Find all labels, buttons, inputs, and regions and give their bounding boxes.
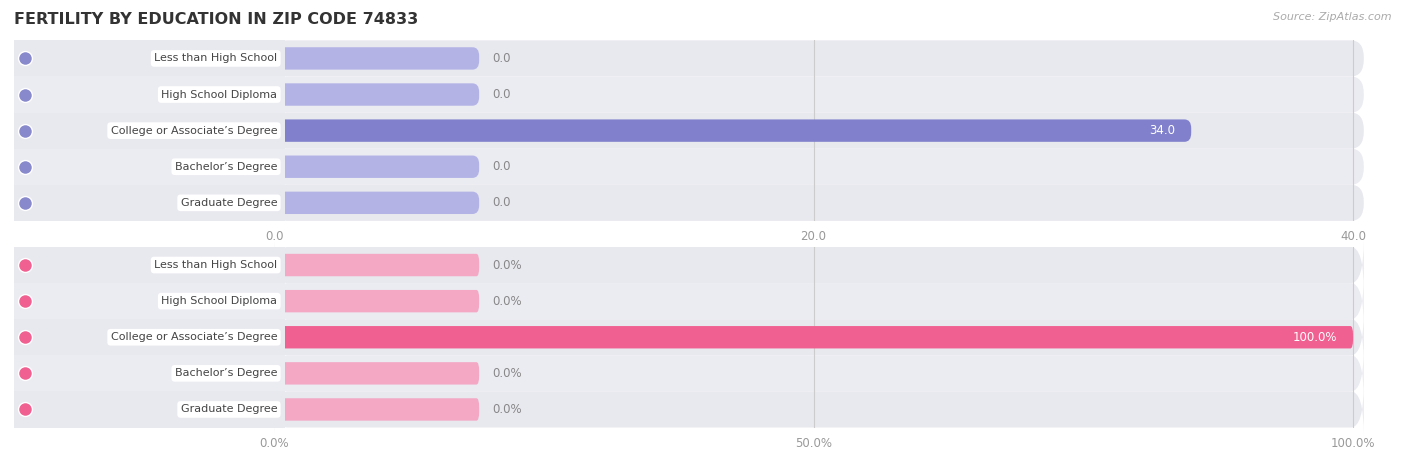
Text: Bachelor’s Degree: Bachelor’s Degree bbox=[174, 368, 277, 379]
Text: College or Associate’s Degree: College or Associate’s Degree bbox=[111, 332, 277, 342]
FancyBboxPatch shape bbox=[274, 113, 1364, 149]
Text: 0.0: 0.0 bbox=[492, 88, 510, 101]
FancyBboxPatch shape bbox=[274, 290, 479, 313]
FancyBboxPatch shape bbox=[274, 191, 479, 214]
Text: 0.0: 0.0 bbox=[492, 196, 510, 209]
Text: Less than High School: Less than High School bbox=[155, 260, 277, 270]
FancyBboxPatch shape bbox=[274, 119, 1191, 142]
Text: 0.0: 0.0 bbox=[492, 160, 510, 173]
Text: 0.0: 0.0 bbox=[492, 52, 510, 65]
Text: Graduate Degree: Graduate Degree bbox=[180, 404, 277, 415]
FancyBboxPatch shape bbox=[274, 276, 1364, 327]
FancyBboxPatch shape bbox=[274, 40, 1364, 76]
Text: 100.0%: 100.0% bbox=[1292, 331, 1337, 344]
Text: High School Diploma: High School Diploma bbox=[162, 296, 277, 306]
FancyBboxPatch shape bbox=[274, 362, 479, 385]
Bar bbox=[0, 149, 422, 185]
Bar bbox=[0, 391, 422, 428]
FancyBboxPatch shape bbox=[274, 76, 1364, 113]
FancyBboxPatch shape bbox=[274, 398, 479, 421]
Bar bbox=[0, 185, 422, 221]
FancyBboxPatch shape bbox=[274, 149, 1364, 185]
FancyBboxPatch shape bbox=[274, 312, 1364, 363]
Text: 0.0%: 0.0% bbox=[492, 367, 522, 380]
Bar bbox=[0, 319, 422, 355]
Bar bbox=[0, 283, 422, 319]
Text: Less than High School: Less than High School bbox=[155, 53, 277, 64]
Text: 0.0%: 0.0% bbox=[492, 403, 522, 416]
FancyBboxPatch shape bbox=[274, 348, 1364, 399]
Text: High School Diploma: High School Diploma bbox=[162, 89, 277, 100]
Bar bbox=[0, 76, 422, 113]
Text: Bachelor’s Degree: Bachelor’s Degree bbox=[174, 162, 277, 172]
Bar bbox=[0, 355, 422, 391]
FancyBboxPatch shape bbox=[274, 254, 479, 276]
FancyBboxPatch shape bbox=[274, 185, 1364, 221]
FancyBboxPatch shape bbox=[274, 326, 1353, 349]
Bar bbox=[0, 113, 422, 149]
Text: Source: ZipAtlas.com: Source: ZipAtlas.com bbox=[1274, 12, 1392, 22]
FancyBboxPatch shape bbox=[274, 47, 479, 70]
Text: College or Associate’s Degree: College or Associate’s Degree bbox=[111, 125, 277, 136]
FancyBboxPatch shape bbox=[274, 83, 479, 106]
Bar bbox=[0, 40, 422, 76]
Text: 34.0: 34.0 bbox=[1149, 124, 1175, 137]
Text: FERTILITY BY EDUCATION IN ZIP CODE 74833: FERTILITY BY EDUCATION IN ZIP CODE 74833 bbox=[14, 12, 419, 27]
Bar bbox=[0, 247, 422, 283]
Text: Graduate Degree: Graduate Degree bbox=[180, 198, 277, 208]
FancyBboxPatch shape bbox=[274, 155, 479, 178]
Text: 0.0%: 0.0% bbox=[492, 258, 522, 272]
Text: 0.0%: 0.0% bbox=[492, 294, 522, 308]
FancyBboxPatch shape bbox=[274, 239, 1364, 291]
FancyBboxPatch shape bbox=[274, 384, 1364, 435]
